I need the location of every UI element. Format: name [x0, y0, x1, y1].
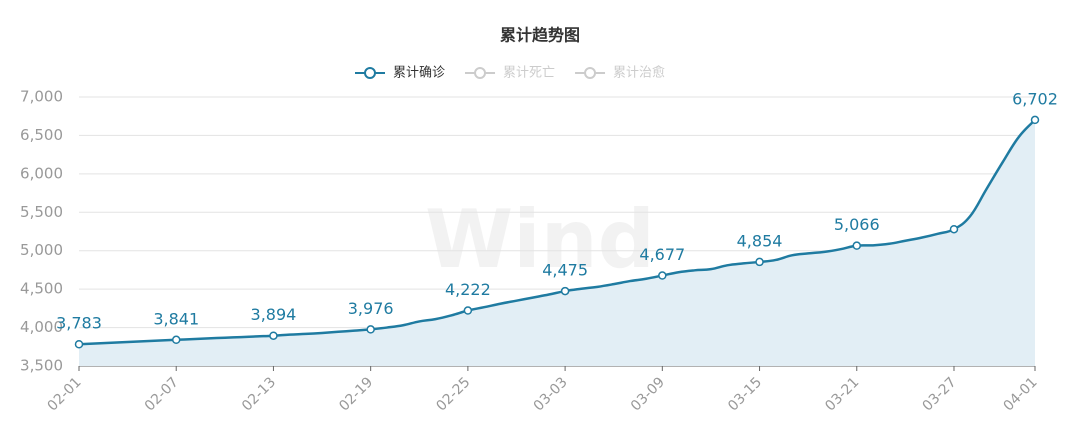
legend-label: 累计治愈 — [613, 66, 665, 81]
legend-label: 累计死亡 — [503, 66, 555, 81]
point — [171, 335, 181, 345]
y-tick-label: 3,500 — [20, 357, 63, 375]
data-label: 5,066 — [834, 215, 880, 234]
point — [463, 306, 473, 315]
data-label: 4,677 — [639, 245, 685, 264]
legend-item[interactable]: 累计确诊 — [355, 66, 445, 81]
data-label: 3,783 — [56, 314, 102, 333]
point — [74, 339, 84, 349]
data-label: 6,702 — [1012, 89, 1058, 108]
point — [949, 224, 959, 234]
point — [269, 331, 278, 340]
watermark: Wind — [425, 193, 655, 286]
point — [755, 257, 764, 267]
legend-symbol — [364, 67, 376, 79]
point — [366, 325, 375, 334]
x-tick-label: 02-07 — [142, 374, 182, 414]
y-tick-label: 6,000 — [20, 164, 63, 182]
data-label: 4,475 — [542, 261, 588, 280]
data-label: 3,841 — [153, 309, 199, 328]
data-label: 4,222 — [445, 280, 491, 299]
point — [658, 271, 667, 280]
x-tick-label: 04-01 — [1001, 374, 1041, 414]
point — [852, 241, 862, 250]
legend-item[interactable]: 累计死亡 — [465, 66, 555, 81]
legend-symbol — [474, 67, 487, 79]
point — [1030, 115, 1040, 125]
x-tick-label: 03-27 — [920, 374, 960, 414]
point — [560, 286, 570, 296]
y-tick-label: 4,000 — [20, 318, 63, 336]
x-tick-label: 02-25 — [433, 374, 473, 414]
data-label: 3,976 — [348, 299, 394, 318]
chart-title: 累计趋势图 — [500, 26, 580, 45]
y-tick-label: 6,500 — [20, 126, 63, 144]
x-tick-label: 03-03 — [531, 374, 571, 414]
x-tick-label: 02-13 — [239, 374, 279, 414]
x-tick-label: 02-01 — [45, 374, 85, 414]
y-tick-label: 7,000 — [20, 88, 63, 106]
data-label: 4,854 — [737, 231, 783, 250]
y-tick-label: 5,500 — [20, 203, 63, 221]
legend-item[interactable]: 累计治愈 — [575, 66, 665, 81]
x-tick-label: 03-15 — [725, 374, 765, 414]
x-tick-label: 03-09 — [628, 374, 668, 414]
y-tick-label: 4,500 — [20, 280, 63, 298]
data-label: 3,894 — [251, 305, 297, 324]
x-tick-label: 03-21 — [822, 374, 862, 414]
y-tick-label: 5,000 — [20, 241, 63, 259]
legend-label: 累计确诊 — [393, 66, 445, 81]
area — [79, 119, 1035, 366]
line — [78, 119, 1036, 346]
x-tick-label: 02-19 — [336, 374, 376, 414]
legend-symbol — [584, 67, 597, 79]
